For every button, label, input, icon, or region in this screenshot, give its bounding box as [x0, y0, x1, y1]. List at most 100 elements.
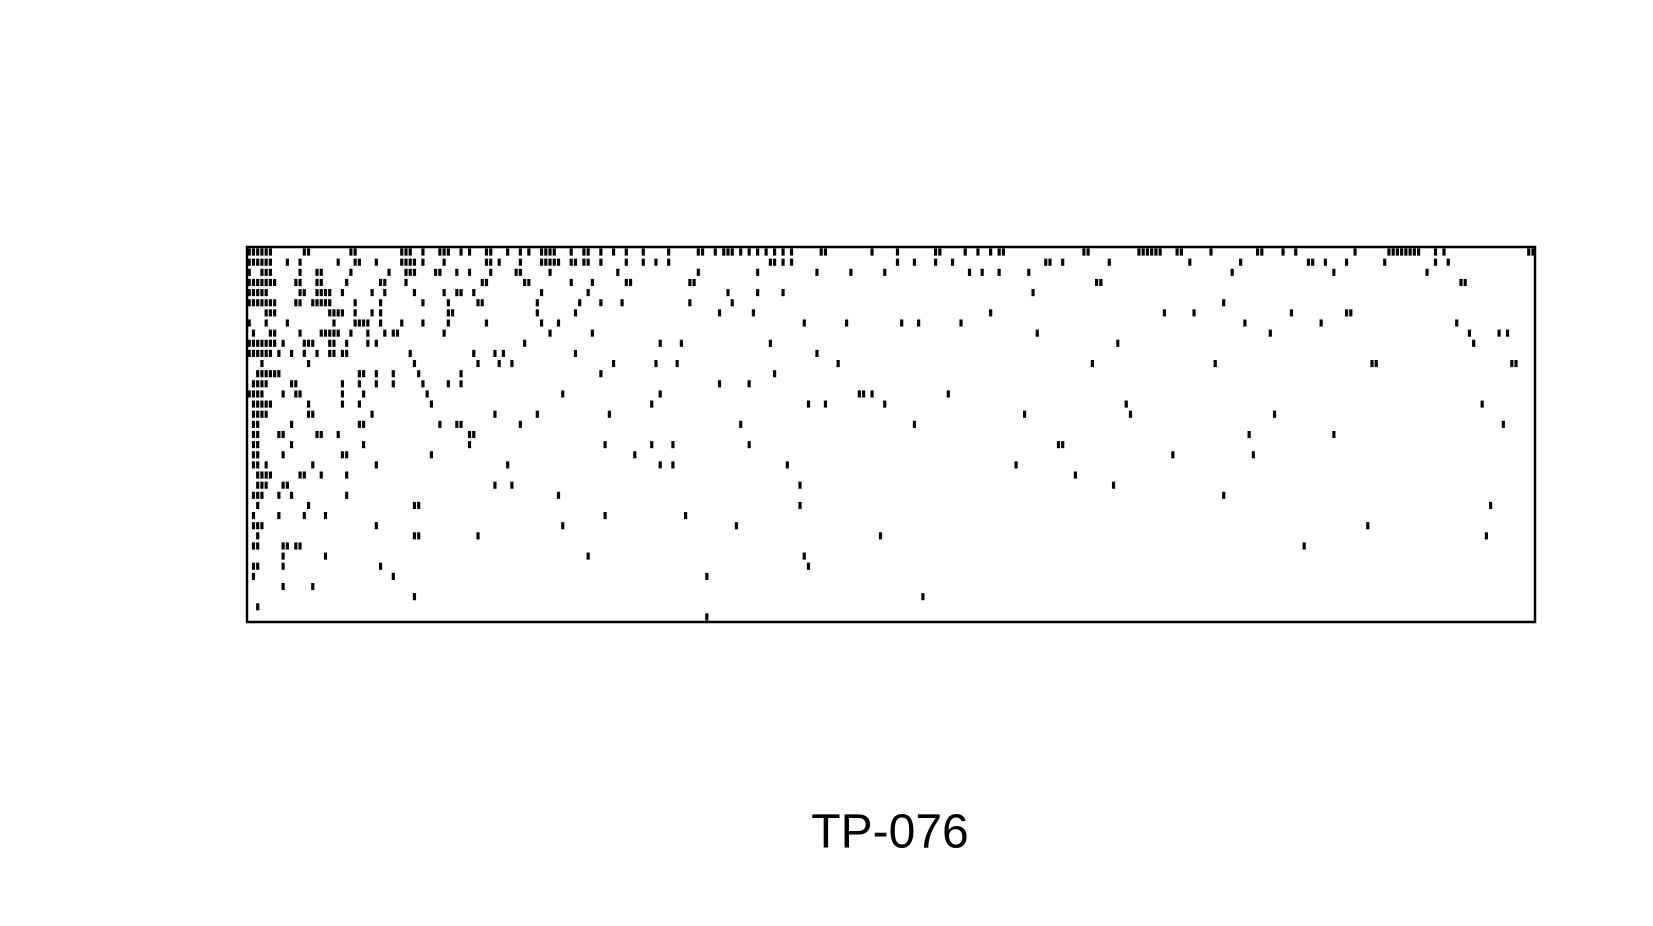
matrix-cell	[603, 512, 607, 520]
matrix-cell	[946, 390, 950, 398]
matrix-cell	[404, 258, 408, 266]
matrix-cell	[438, 420, 442, 428]
matrix-cell	[268, 268, 272, 276]
matrix-cell	[294, 542, 298, 550]
matrix-cell	[654, 360, 658, 368]
matrix-cell	[408, 248, 412, 256]
matrix-cell	[256, 430, 260, 439]
matrix-cell	[290, 420, 294, 428]
matrix-cell	[1107, 258, 1111, 266]
matrix-cell	[251, 400, 256, 408]
matrix-cell	[756, 289, 760, 297]
matrix-cell	[302, 248, 306, 256]
matrix-cell	[260, 248, 264, 256]
matrix-cell	[484, 319, 489, 327]
matrix-cell	[256, 248, 260, 256]
matrix-cell	[1256, 248, 1260, 256]
matrix-cell	[349, 329, 353, 337]
matrix-cell	[934, 258, 938, 266]
matrix-cell	[349, 268, 353, 276]
matrix-cell	[1082, 248, 1086, 256]
matrix-cell	[281, 451, 285, 459]
matrix-cell	[1349, 309, 1353, 317]
matrix-cell	[412, 593, 417, 601]
matrix-cell	[391, 370, 395, 378]
matrix-cell	[311, 582, 315, 591]
matrix-cell	[501, 349, 506, 357]
matrix-cell	[264, 258, 268, 266]
matrix-cell	[251, 491, 256, 499]
matrix-cell	[1247, 430, 1251, 439]
matrix-cell	[323, 512, 328, 520]
matrix-cell	[438, 268, 442, 276]
matrix-cell	[260, 370, 264, 378]
matrix-cell	[260, 349, 264, 357]
matrix-cell	[1374, 360, 1378, 368]
matrix-cell	[247, 278, 251, 287]
matrix-cell	[688, 278, 692, 287]
matrix-cell	[883, 268, 887, 276]
matrix-cell	[256, 441, 260, 449]
matrix-cell	[624, 248, 628, 256]
matrix-cell	[1022, 410, 1027, 418]
matrix-cell	[421, 299, 425, 307]
matrix-cell	[658, 461, 662, 469]
matrix-cell	[340, 289, 345, 297]
matrix-cell	[429, 400, 433, 408]
matrix-cell	[332, 349, 336, 357]
matrix-cell	[251, 542, 256, 550]
matrix-cell	[654, 258, 658, 266]
matrix-cell	[412, 289, 417, 297]
matrix-cell	[251, 380, 256, 388]
matrix-cell	[739, 248, 743, 256]
matrix-cell	[315, 268, 319, 276]
matrix-cell	[489, 248, 493, 256]
matrix-cell	[374, 522, 378, 530]
matrix-cell	[268, 309, 272, 317]
matrix-cell	[268, 329, 272, 337]
matrix-cell	[306, 410, 311, 418]
matrix-cell	[251, 299, 256, 307]
matrix-cell	[298, 268, 302, 276]
matrix-cell	[751, 309, 755, 317]
matrix-cell	[518, 258, 522, 266]
matrix-cell	[467, 441, 472, 449]
matrix-cell	[273, 278, 277, 287]
matrix-cell	[815, 268, 819, 276]
matrix-cell	[277, 491, 281, 499]
matrix-cell	[451, 309, 455, 317]
matrix-cell	[357, 319, 361, 327]
matrix-cell	[548, 258, 552, 266]
matrix-cell	[658, 339, 662, 347]
matrix-cell	[391, 572, 395, 580]
matrix-cell	[845, 319, 849, 327]
matrix-cell	[442, 329, 446, 337]
matrix-cell	[573, 309, 578, 317]
matrix-cell	[404, 268, 408, 276]
matrix-cell	[438, 248, 442, 256]
matrix-cell	[285, 258, 289, 266]
matrix-cell	[713, 248, 717, 256]
matrix-cell	[251, 441, 256, 449]
matrix-cell	[455, 289, 459, 297]
matrix-cell	[912, 420, 916, 428]
matrix-cell	[362, 319, 366, 327]
matrix-cell	[1510, 360, 1514, 368]
matrix-cell	[544, 258, 548, 266]
matrix-cell	[717, 380, 722, 388]
matrix-cell	[1404, 248, 1408, 256]
matrix-cell	[256, 451, 260, 459]
matrix-cell	[556, 258, 561, 266]
matrix-cell	[277, 512, 281, 520]
matrix-cell	[823, 248, 828, 256]
matrix-cell	[408, 349, 412, 357]
matrix-cell	[362, 390, 366, 398]
matrix-cell	[726, 248, 730, 256]
matrix-cell	[552, 258, 556, 266]
matrix-cell	[552, 248, 556, 256]
matrix-cell	[306, 248, 311, 256]
matrix-cell	[251, 390, 256, 398]
matrix-cell	[328, 309, 332, 317]
matrix-cell	[251, 522, 256, 530]
matrix-cell	[395, 329, 400, 337]
